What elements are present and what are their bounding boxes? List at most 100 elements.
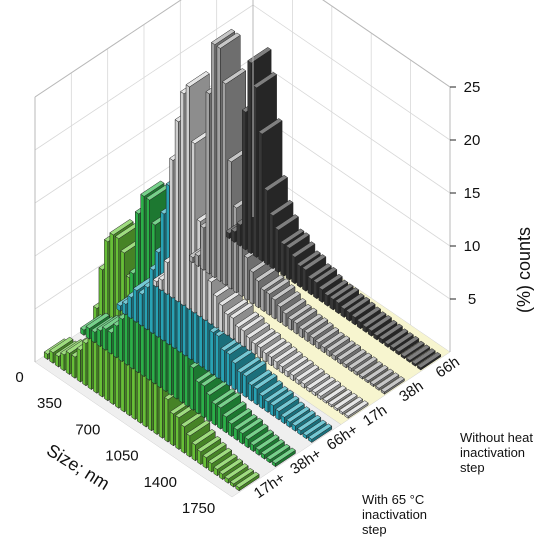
bar-face-top [247, 369, 273, 386]
gridline-z-left [34, 4, 254, 151]
bar-face-front [60, 352, 65, 372]
bar-face-top [269, 389, 294, 406]
bar-face-front [265, 291, 270, 316]
bar-face-front [229, 315, 234, 341]
bar-66h+-1600 [327, 389, 353, 408]
bar-66h+-1400 [305, 372, 331, 393]
bar-17h+-1700 [411, 348, 436, 367]
bar-face-front [169, 157, 174, 299]
size-tick-label: 0 [15, 369, 23, 386]
bar-face-front [206, 392, 211, 423]
size-tick-label: 1050 [105, 448, 138, 465]
bar-face-front [113, 323, 118, 359]
bar-face-top [334, 287, 360, 304]
bar-17h-1700 [302, 419, 327, 440]
bar-face-top [351, 301, 376, 318]
bar-face-top [221, 68, 247, 85]
bar-face-top [267, 341, 292, 358]
bar-face-front [269, 212, 274, 270]
bar-face-top [353, 356, 378, 373]
bar-face-front [224, 311, 228, 337]
bar-face-front [209, 329, 214, 376]
bar-66h+-1350 [300, 368, 325, 389]
bar-face-front [233, 205, 237, 294]
bar-17h+-1500 [389, 332, 414, 352]
bar-face-front [253, 386, 258, 406]
bar-face-top [274, 214, 299, 231]
bar-face-front [207, 279, 212, 326]
bar-face-top [223, 298, 249, 315]
bar-face-top [245, 322, 271, 339]
bar-face-top [140, 180, 165, 197]
bar-face-top [325, 335, 351, 352]
bar-face-top [389, 332, 414, 349]
bar-face-top [395, 335, 420, 353]
z-tick-label: 20 [464, 132, 481, 149]
bars-layer [43, 28, 442, 492]
bar-face-top [252, 71, 278, 89]
bar-face-top [234, 311, 260, 328]
bar-face-front [280, 241, 285, 277]
bar-38h+-1650 [369, 368, 394, 388]
bar-face-front [252, 85, 257, 258]
bar-face-front [76, 347, 81, 383]
bar-face-front [180, 424, 185, 454]
bar-face-top [309, 322, 334, 339]
bar-face-front [184, 350, 189, 408]
bar-face-top [251, 328, 276, 345]
bar-face-top [384, 328, 409, 345]
bar-face-top [400, 340, 425, 357]
bar-face-front [296, 263, 301, 288]
bar-face-front [213, 293, 218, 329]
bar-face-front [118, 316, 123, 363]
bar-face-front [244, 255, 248, 301]
bar-face-top [291, 410, 316, 427]
bar-face-front [247, 60, 252, 255]
bar-face-front [242, 109, 246, 251]
bar-face-top [345, 296, 371, 314]
bar-face-front [217, 405, 221, 430]
bar-38h-1650 [260, 439, 285, 460]
bar-face-front [260, 287, 265, 313]
bar-face-front [222, 414, 227, 434]
bar-face-top [411, 348, 436, 365]
bar-face-top [229, 467, 255, 485]
bar-face-top [347, 352, 373, 369]
gridline-z-right [252, 4, 451, 141]
bar-face-top [380, 376, 405, 393]
bar-face-top [323, 279, 349, 296]
bar-face-top [312, 266, 338, 284]
bar-face-top [344, 400, 369, 417]
bar-face-top [302, 419, 327, 436]
bar-face-front [129, 270, 134, 370]
bar-face-front [180, 91, 185, 307]
bar-face-top [260, 274, 285, 291]
bar-face-front [185, 84, 190, 311]
bar-face-front [271, 297, 276, 320]
bar-face-top [280, 228, 305, 245]
bar-face-top [224, 463, 249, 480]
bar-face-front [87, 333, 92, 391]
bar-17h-1750 [307, 423, 333, 443]
bar-face-top [229, 302, 254, 319]
frame-edge-top-left [34, 0, 182, 98]
bar-face-top [302, 254, 327, 271]
z-tick-label: 10 [464, 238, 481, 255]
bar-face-front [231, 360, 236, 391]
bar-face-top [276, 291, 301, 308]
bar-face-front [195, 379, 200, 415]
bar-66h+-1750 [344, 400, 369, 419]
bar-38h+-1500 [353, 356, 378, 376]
bar-face-front [186, 433, 191, 458]
bar-38h+-1400 [342, 348, 367, 369]
bar-face-top [340, 293, 365, 310]
bar-face-front [204, 315, 209, 372]
bar-face-top [369, 368, 394, 385]
bar-face-front [237, 369, 241, 395]
bar-face-front [276, 304, 281, 324]
bar-face-front [107, 330, 112, 355]
bar-face-front [164, 396, 169, 443]
bar-face-top [222, 401, 247, 418]
bar-17h+-1600 [400, 340, 425, 360]
bar-face-top [275, 395, 300, 412]
